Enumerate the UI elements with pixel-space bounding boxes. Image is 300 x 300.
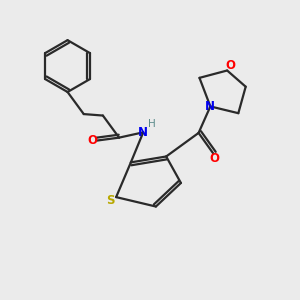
Text: O: O [226,59,236,72]
Text: N: N [138,126,148,139]
Text: H: H [148,119,155,129]
Text: O: O [88,134,98,147]
Text: N: N [206,100,215,113]
Text: S: S [106,194,115,207]
Text: O: O [210,152,220,165]
